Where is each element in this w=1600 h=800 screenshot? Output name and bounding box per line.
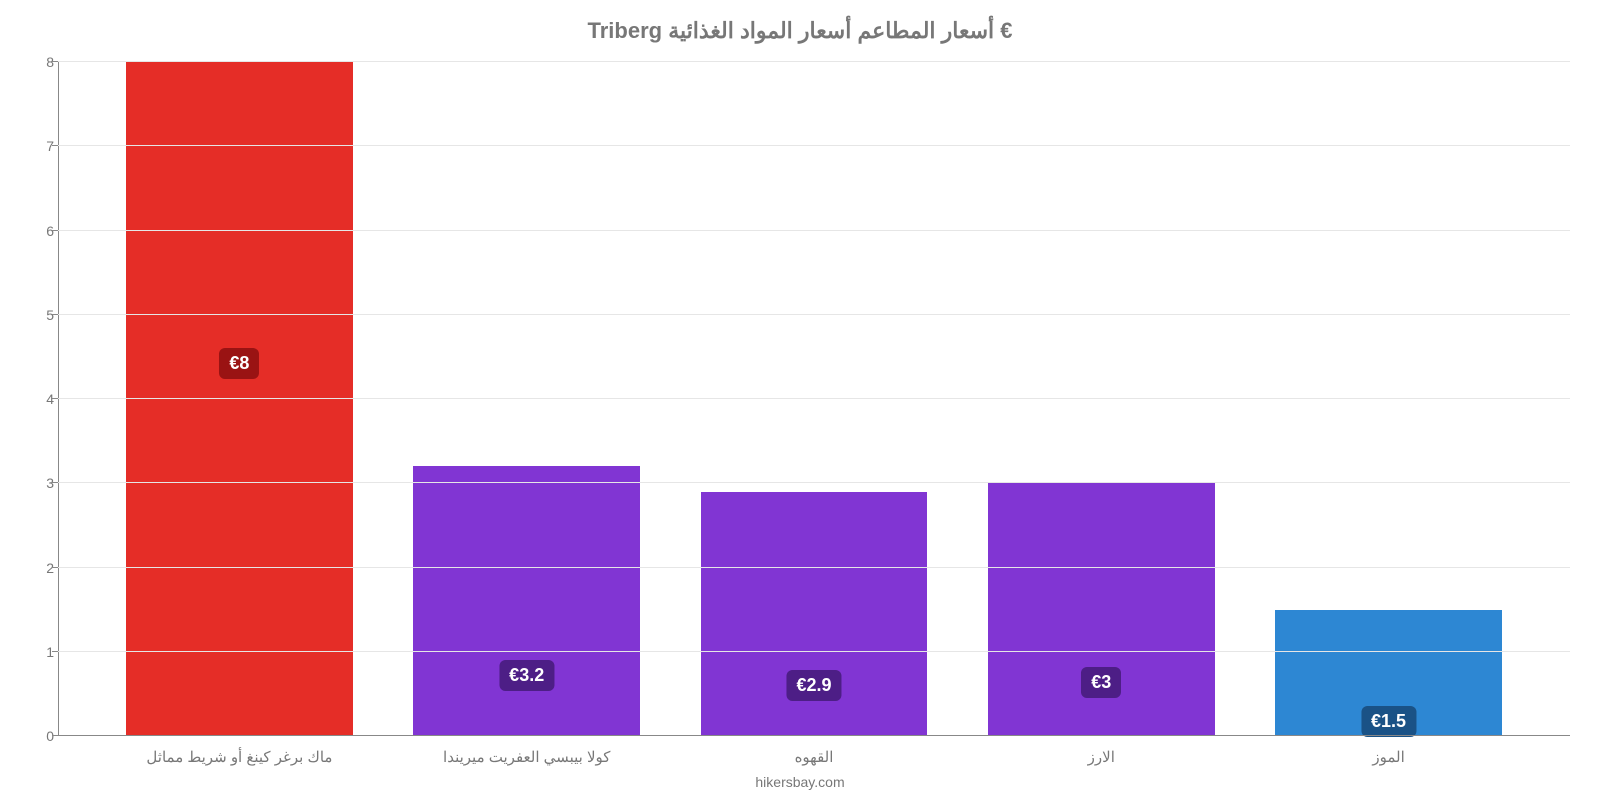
bar: €3.2 [413, 466, 640, 736]
y-tick-label: 6 [18, 223, 54, 239]
bar-value-label: €8 [219, 348, 259, 379]
gridline [58, 61, 1570, 62]
y-tick-label: 4 [18, 391, 54, 407]
gridline [58, 567, 1570, 568]
y-tick-mark [52, 61, 58, 62]
y-tick-label: 3 [18, 475, 54, 491]
gridline [58, 145, 1570, 146]
y-axis-labels: 012345678 [18, 62, 54, 736]
price-bar-chart: Triberg أسعار المطاعم أسعار المواد الغذا… [0, 0, 1600, 800]
gridline [58, 314, 1570, 315]
y-tick-label: 8 [18, 54, 54, 70]
gridline [58, 230, 1570, 231]
bar: €3 [988, 483, 1215, 736]
bar: €8 [126, 62, 353, 736]
bar-value-label: €3 [1081, 667, 1121, 698]
x-axis-line [58, 735, 1570, 736]
y-tick-mark [52, 482, 58, 483]
x-axis-labels: ماك برغر كينغ أو شريط مماثل كولا بيبسي ال… [58, 744, 1570, 774]
y-tick-label: 7 [18, 138, 54, 154]
plot-area: 012345678 €8€3.2€2.9€3€1.5 [58, 62, 1570, 736]
y-tick-mark [52, 314, 58, 315]
y-tick-label: 5 [18, 307, 54, 323]
x-tick-label: ماك برغر كينغ أو شريط مماثل [146, 748, 332, 766]
y-axis-line [58, 62, 59, 736]
x-tick-label: الموز [1372, 748, 1404, 766]
x-tick-label: الارز [1088, 748, 1115, 766]
x-tick-label: القهوه [795, 748, 834, 766]
bar-value-label: €2.9 [786, 670, 841, 701]
bar-value-label: €1.5 [1361, 706, 1416, 737]
gridline [58, 651, 1570, 652]
bar: €1.5 [1275, 610, 1502, 736]
y-tick-mark [52, 230, 58, 231]
y-tick-label: 0 [18, 728, 54, 744]
y-tick-mark [52, 398, 58, 399]
y-tick-mark [52, 145, 58, 146]
gridline [58, 398, 1570, 399]
bar: €2.9 [701, 492, 928, 736]
y-tick-label: 2 [18, 560, 54, 576]
bar-value-label: €3.2 [499, 660, 554, 691]
y-tick-mark [52, 567, 58, 568]
y-tick-label: 1 [18, 644, 54, 660]
attribution: hikersbay.com [0, 774, 1600, 800]
chart-title: Triberg أسعار المطاعم أسعار المواد الغذا… [0, 0, 1600, 44]
y-tick-mark [52, 735, 58, 736]
x-tick-label: كولا بيبسي العفريت ميريندا [443, 748, 610, 766]
gridline [58, 482, 1570, 483]
y-tick-mark [52, 651, 58, 652]
bars-layer: €8 €3.2 €2.9 €3 €1.5 [58, 62, 1570, 736]
